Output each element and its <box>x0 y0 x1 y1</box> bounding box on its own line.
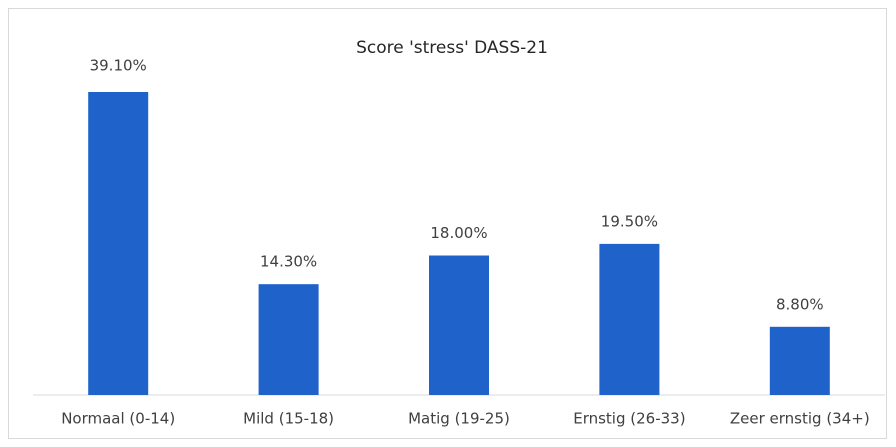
x-tick-label: Zeer ernstig (34+) <box>730 410 870 428</box>
x-tick-label: Mild (15-18) <box>243 410 334 428</box>
bar <box>258 284 319 395</box>
data-label: 19.50% <box>601 212 658 230</box>
x-tick-label: Ernstig (26-33) <box>573 410 685 428</box>
bar <box>88 92 149 395</box>
x-tick-label: Matig (19-25) <box>408 410 510 428</box>
data-label: 39.10% <box>90 57 147 75</box>
data-label: 18.00% <box>430 224 487 242</box>
bar <box>429 255 489 395</box>
data-label: 8.80% <box>776 295 824 313</box>
chart-title: Score 'stress' DASS-21 <box>356 38 548 58</box>
data-label: 14.30% <box>260 253 317 271</box>
x-tick-label: Normaal (0-14) <box>61 410 175 428</box>
bar <box>599 243 660 395</box>
bar <box>769 326 830 395</box>
